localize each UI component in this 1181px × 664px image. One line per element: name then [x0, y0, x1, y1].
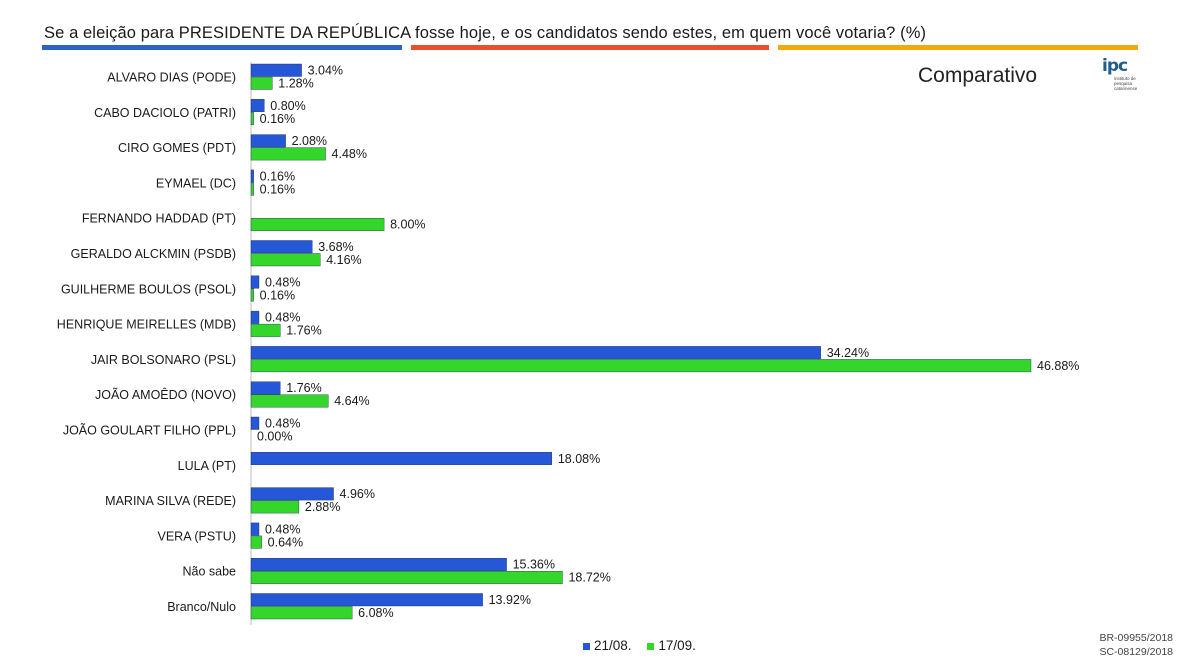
bar-series-2-henrique-meirelles-mdb	[250, 323, 281, 337]
value-label-series-1-guilherme-boulos-psol: 0.48%	[265, 275, 300, 289]
bar-series-2-eymael-dc	[250, 182, 254, 196]
value-label-series-2-jair-bolsonaro-psl: 46.88%	[1037, 359, 1079, 373]
registration-code-sc: SC-08129/2018	[1099, 646, 1173, 658]
category-label-marina-silva-rede: MARINA SILVA (REDE)	[105, 494, 236, 508]
category-label-joao-goulart-filho-ppl: JOÃO GOULART FILHO (PPL)	[63, 424, 236, 438]
bar-series-1-vera-pstu	[250, 522, 260, 536]
value-label-series-1-joao-goulart-filho-ppl: 0.48%	[265, 417, 300, 431]
value-label-series-1-cabo-daciolo-patri: 0.80%	[270, 99, 305, 113]
registration-code-br: BR-09955/2018	[1099, 632, 1173, 644]
legend-swatch-green	[647, 642, 655, 650]
value-label-series-1-branco-nulo: 13.92%	[489, 593, 531, 607]
bar-series-1-ciro-gomes-pdt	[250, 134, 286, 148]
value-label-series-2-guilherme-boulos-psol: 0.16%	[260, 288, 295, 302]
value-label-series-2-ciro-gomes-pdt: 4.48%	[332, 147, 367, 161]
bar-series-1-geraldo-alckmin-psdb	[250, 240, 313, 254]
category-label-lula-pt: LULA (PT)	[178, 459, 236, 473]
bar-series-2-jair-bolsonaro-psl	[250, 359, 1032, 373]
category-label-henrique-meirelles-mdb: HENRIQUE MEIRELLES (MDB)	[57, 318, 236, 332]
bar-series-2-nao-sabe	[250, 571, 563, 584]
bar-series-1-guilherme-boulos-psol	[250, 275, 260, 289]
logo-mark: ipc	[1102, 56, 1128, 76]
value-label-series-2-fernando-haddad-pt: 8.00%	[390, 218, 425, 232]
value-label-series-1-marina-silva-rede: 4.96%	[340, 487, 375, 501]
category-label-vera-pstu: VERA (PSTU)	[158, 529, 237, 543]
chart-title: Se a eleição para PRESIDENTE DA REPÚBLIC…	[44, 24, 927, 42]
value-label-series-1-nao-sabe: 15.36%	[513, 558, 555, 572]
bar-series-2-cabo-daciolo-patri	[250, 112, 254, 126]
category-label-geraldo-alckmin-psdb: GERALDO ALCKMIN (PSDB)	[71, 247, 236, 261]
category-label-guilherme-boulos-psol: GUILHERME BOULOS (PSOL)	[61, 282, 236, 296]
category-label-branco-nulo: Branco/Nulo	[167, 600, 236, 614]
bar-series-2-joao-amoedo-novo	[250, 394, 329, 408]
value-label-series-2-nao-sabe: 18.72%	[568, 571, 610, 585]
bar-series-1-lula-pt	[250, 452, 553, 465]
ipc-logo: ipc instituto de pesquisa catarinense	[1102, 56, 1144, 96]
value-label-series-2-joao-amoedo-novo: 4.64%	[334, 394, 369, 408]
value-label-series-2-joao-goulart-filho-ppl: 0.00%	[257, 430, 292, 444]
bar-series-1-cabo-daciolo-patri	[250, 99, 265, 113]
bar-series-2-marina-silva-rede	[250, 500, 300, 514]
bar-series-2-branco-nulo	[250, 606, 353, 620]
category-label-alvaro-dias-pode: ALVARO DIAS (PODE)	[107, 71, 236, 85]
bar-series-2-fernando-haddad-pt	[250, 217, 385, 231]
category-label-jair-bolsonaro-psl: JAIR BOLSONARO (PSL)	[91, 353, 236, 367]
legend-item-series-1: 21/08.	[583, 638, 632, 653]
value-label-series-1-jair-bolsonaro-psl: 34.24%	[827, 346, 869, 360]
category-label-joao-amoedo-novo: JOÃO AMOÊDO (NOVO)	[95, 387, 236, 402]
value-label-series-2-marina-silva-rede: 2.88%	[305, 500, 340, 514]
value-label-series-2-henrique-meirelles-mdb: 1.76%	[286, 324, 321, 338]
bar-series-2-guilherme-boulos-psol	[250, 288, 254, 302]
legend-label-series-1: 21/08.	[594, 638, 632, 653]
bar-series-2-geraldo-alckmin-psdb	[250, 253, 321, 267]
title-rule-blue	[42, 45, 402, 50]
value-label-series-1-ciro-gomes-pdt: 2.08%	[292, 134, 327, 148]
bar-series-1-jair-bolsonaro-psl	[250, 346, 821, 360]
bar-series-1-nao-sabe	[250, 558, 507, 571]
bar-series-2-ciro-gomes-pdt	[250, 147, 326, 161]
category-label-ciro-gomes-pdt: CIRO GOMES (PDT)	[118, 141, 236, 155]
value-label-series-2-eymael-dc: 0.16%	[260, 182, 295, 196]
value-label-series-1-henrique-meirelles-mdb: 0.48%	[265, 311, 300, 325]
category-label-fernando-haddad-pt: FERNANDO HADDAD (PT)	[82, 212, 236, 226]
bar-series-2-vera-pstu	[250, 535, 262, 549]
value-label-series-1-alvaro-dias-pode: 3.04%	[308, 64, 343, 78]
legend: 21/08. 17/09.	[583, 638, 708, 653]
bar-series-2-alvaro-dias-pode	[250, 76, 273, 90]
bar-series-1-joao-amoedo-novo	[250, 381, 281, 395]
category-labels: ALVARO DIAS (PODE) CABO DACIOLO (PATRI) CI…	[57, 71, 236, 615]
bar-series-1-eymael-dc	[250, 169, 254, 183]
category-label-cabo-daciolo-patri: CABO DACIOLO (PATRI)	[94, 106, 236, 120]
bar-series-1-branco-nulo	[250, 593, 483, 607]
bar-series-1-marina-silva-rede	[250, 487, 334, 501]
value-label-series-1-lula-pt: 18.08%	[558, 452, 600, 466]
bars	[250, 63, 1032, 620]
value-labels: 3.04%1.28%0.80%0.16%2.08%4.48%0.16%0.16%…	[257, 64, 1079, 621]
bar-series-1-henrique-meirelles-mdb	[250, 310, 260, 324]
title-rule-orange	[778, 45, 1138, 50]
value-label-series-1-geraldo-alckmin-psdb: 3.68%	[318, 240, 353, 254]
bar-series-1-joao-goulart-filho-ppl	[250, 416, 260, 430]
title-rule-red	[411, 45, 769, 50]
value-label-series-1-eymael-dc: 0.16%	[260, 169, 295, 183]
legend-swatch-blue	[583, 642, 590, 650]
category-label-nao-sabe: Não sabe	[182, 565, 236, 579]
chart-subtitle: Comparativo	[918, 64, 1038, 87]
value-label-series-2-vera-pstu: 0.64%	[268, 535, 303, 549]
legend-item-series-2: 17/09.	[647, 638, 696, 653]
value-label-series-1-joao-amoedo-novo: 1.76%	[286, 381, 321, 395]
category-label-eymael-dc: EYMAEL (DC)	[156, 176, 236, 190]
value-label-series-2-geraldo-alckmin-psdb: 4.16%	[326, 253, 361, 267]
value-label-series-2-alvaro-dias-pode: 1.28%	[278, 77, 313, 91]
logo-text: instituto de pesquisa catarinense	[1114, 76, 1138, 91]
registration-codes: BR-09955/2018 SC-08129/2018	[1099, 631, 1173, 659]
value-label-series-2-branco-nulo: 6.08%	[358, 606, 393, 620]
value-label-series-2-cabo-daciolo-patri: 0.16%	[260, 112, 295, 126]
legend-label-series-2: 17/09.	[658, 638, 696, 653]
value-label-series-1-vera-pstu: 0.48%	[265, 522, 300, 536]
bar-series-1-alvaro-dias-pode	[250, 63, 302, 77]
